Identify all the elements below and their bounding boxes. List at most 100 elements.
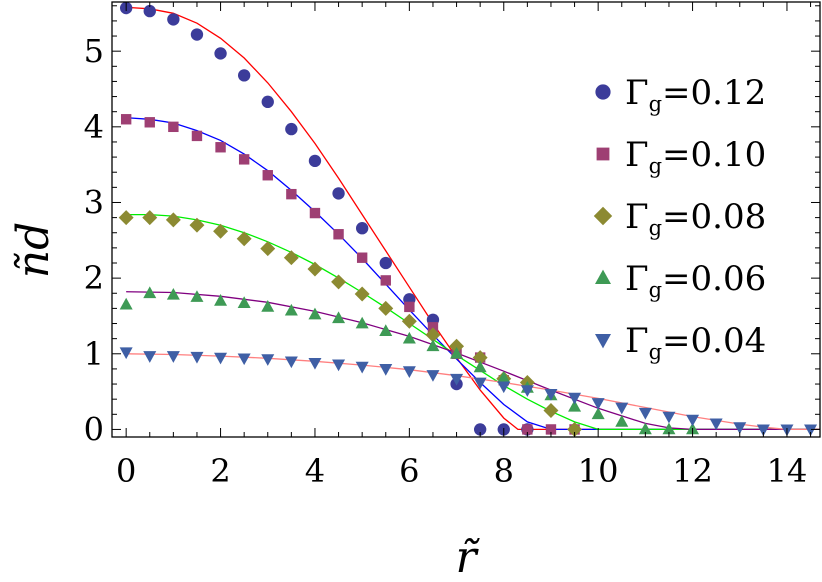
data-point-s1 bbox=[190, 28, 204, 41]
y-tick-label: 2 bbox=[84, 259, 104, 297]
data-point-s2 bbox=[404, 301, 415, 313]
data-point-s3 bbox=[401, 313, 417, 329]
data-point-s4 bbox=[662, 422, 676, 435]
legend-marker-5 bbox=[595, 334, 611, 349]
data-point-s5 bbox=[214, 352, 228, 365]
legend-label-4: Γg=0.06 bbox=[625, 259, 766, 302]
data-points bbox=[118, 1, 818, 437]
data-point-s5 bbox=[709, 418, 723, 431]
data-point-s5 bbox=[119, 347, 133, 360]
x-tick-label: 8 bbox=[494, 452, 514, 490]
data-point-s1 bbox=[308, 154, 322, 168]
data-point-s2 bbox=[380, 275, 391, 286]
data-point-s2 bbox=[427, 322, 439, 333]
data-point-s5 bbox=[473, 377, 487, 390]
data-point-s4 bbox=[426, 339, 440, 352]
legend-marker-4 bbox=[595, 269, 611, 284]
data-point-s4 bbox=[332, 311, 346, 324]
data-point-s4 bbox=[638, 422, 652, 435]
x-tick-label: 14 bbox=[767, 452, 808, 490]
data-point-s5 bbox=[402, 366, 416, 379]
data-point-s5 bbox=[733, 422, 747, 434]
data-point-s5 bbox=[544, 389, 558, 401]
x-tick-label: 12 bbox=[672, 452, 713, 490]
data-point-s2 bbox=[144, 117, 155, 128]
data-point-s5 bbox=[261, 354, 275, 366]
data-point-s2 bbox=[522, 424, 533, 435]
data-point-s3 bbox=[213, 223, 229, 239]
data-point-s5 bbox=[355, 361, 369, 374]
legend-label-5: Γg=0.04 bbox=[625, 321, 766, 364]
data-point-s4 bbox=[143, 286, 157, 299]
data-point-s1 bbox=[379, 256, 392, 270]
fit-line-1 bbox=[126, 6, 820, 431]
data-point-s1 bbox=[355, 222, 369, 235]
x-tick-label: 4 bbox=[305, 452, 325, 490]
data-point-s4 bbox=[568, 399, 582, 412]
x-axis-label: r̃ bbox=[455, 532, 480, 582]
data-point-s4 bbox=[591, 407, 605, 420]
data-point-s2 bbox=[238, 154, 250, 165]
legend-label-2: Γg=0.10 bbox=[625, 135, 766, 178]
y-tick-label: 5 bbox=[84, 32, 104, 70]
data-point-s3 bbox=[354, 286, 370, 302]
x-tick-label: 10 bbox=[578, 452, 619, 490]
data-point-s1 bbox=[332, 187, 345, 200]
data-point-s2 bbox=[286, 188, 297, 200]
data-point-s5 bbox=[237, 353, 251, 366]
data-point-s4 bbox=[308, 307, 322, 320]
data-point-s3 bbox=[165, 212, 181, 228]
data-point-s4 bbox=[237, 296, 251, 308]
data-point-s3 bbox=[378, 300, 394, 316]
data-point-s2 bbox=[356, 252, 368, 263]
y-tick-label: 3 bbox=[84, 183, 104, 221]
data-point-s4 bbox=[190, 290, 204, 302]
data-point-s3 bbox=[260, 241, 276, 257]
data-point-s5 bbox=[332, 359, 346, 372]
x-tick-label: 6 bbox=[399, 452, 419, 490]
data-point-s4 bbox=[119, 297, 133, 310]
data-point-s4 bbox=[402, 331, 416, 344]
data-point-s2 bbox=[191, 130, 203, 142]
data-point-s1 bbox=[237, 69, 251, 82]
data-point-s1 bbox=[285, 122, 298, 136]
data-point-s3 bbox=[472, 350, 488, 366]
data-point-s4 bbox=[379, 324, 393, 336]
data-point-s1 bbox=[143, 4, 156, 18]
data-point-s4 bbox=[214, 294, 228, 306]
legend-marker-2 bbox=[596, 147, 610, 161]
data-point-s5 bbox=[284, 356, 298, 369]
data-point-s4 bbox=[166, 287, 180, 300]
data-point-s5 bbox=[804, 424, 818, 437]
data-point-s2 bbox=[545, 424, 557, 435]
data-point-s3 bbox=[236, 231, 252, 247]
data-point-s3 bbox=[449, 338, 465, 354]
data-point-s5 bbox=[662, 411, 676, 424]
y-axis-label: ñd bbox=[8, 222, 59, 279]
data-point-s2 bbox=[309, 207, 321, 219]
data-point-s2 bbox=[215, 142, 226, 153]
legend-label-1: Γg=0.12 bbox=[625, 73, 766, 116]
data-point-s4 bbox=[450, 346, 464, 359]
data-point-s5 bbox=[756, 424, 770, 437]
x-tick-label: 2 bbox=[210, 452, 230, 490]
data-point-s2 bbox=[262, 170, 273, 181]
y-tick-label: 1 bbox=[84, 335, 104, 373]
data-point-s4 bbox=[261, 300, 275, 312]
data-point-s2 bbox=[120, 114, 132, 125]
data-point-s3 bbox=[189, 217, 205, 233]
data-point-s4 bbox=[284, 303, 298, 316]
data-point-s5 bbox=[638, 407, 652, 420]
y-tick-label: 0 bbox=[84, 410, 104, 448]
data-point-s4 bbox=[615, 415, 629, 427]
legend-label-3: Γg=0.08 bbox=[625, 197, 766, 240]
data-point-s1 bbox=[261, 95, 274, 109]
data-point-s5 bbox=[308, 357, 322, 370]
legend: Γg=0.12 Γg=0.10 Γg=0.08 Γg=0.06 Γg=0.04 bbox=[593, 73, 766, 364]
data-point-s5 bbox=[520, 385, 534, 397]
legend-marker-3 bbox=[593, 206, 613, 226]
data-point-s3 bbox=[567, 421, 583, 437]
x-tick-label: 0 bbox=[116, 452, 136, 490]
data-point-s4 bbox=[355, 316, 369, 329]
